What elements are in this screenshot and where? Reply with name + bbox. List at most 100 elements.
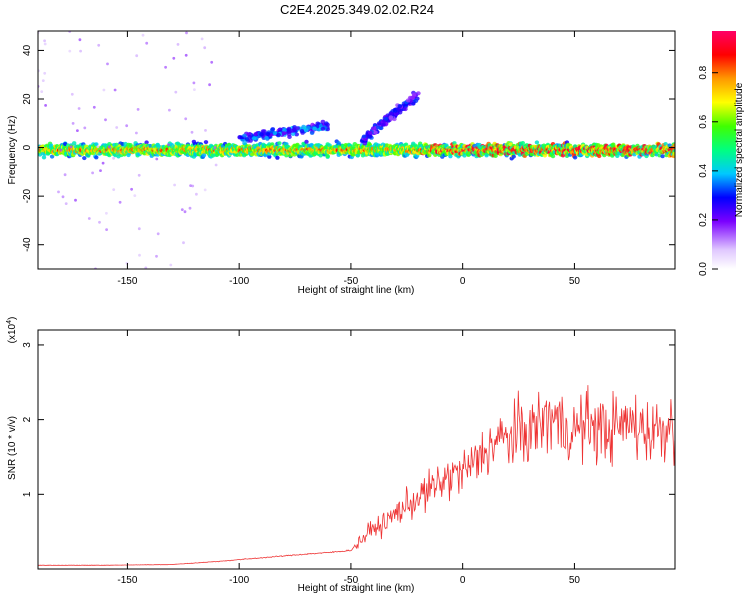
spectrogram-noise-cell bbox=[184, 53, 188, 57]
spectrogram-noise-cell bbox=[188, 206, 192, 210]
colorbar: 0.0 0.2 0.4 0.6 0.8 Normalized spectral ampl… bbox=[698, 31, 745, 276]
snr-y-axis-label: SNR (10 * v/v) bbox=[7, 416, 18, 480]
y-tick-label: 40 bbox=[22, 44, 33, 56]
spectrogram-branch-cell bbox=[265, 132, 271, 137]
spectrogram-cell bbox=[94, 155, 99, 160]
spectrogram-branch-cell bbox=[247, 135, 252, 139]
spectrogram-branch-cell bbox=[411, 101, 416, 106]
spectrogram-noise-cell bbox=[99, 169, 102, 173]
spectrogram-noise-cell bbox=[144, 266, 148, 269]
spectrogram-branch-cell bbox=[252, 136, 257, 141]
spectrogram-cell bbox=[144, 140, 149, 145]
snr-y-scale-prefix: (x10 bbox=[7, 323, 18, 343]
spectrogram-noise-cell bbox=[203, 188, 207, 192]
spectrogram-noise-cell bbox=[71, 122, 75, 125]
spectrogram-noise-cell bbox=[68, 49, 72, 53]
snr-y-ticks: 1 2 3 bbox=[22, 342, 675, 497]
spectrogram-branch-cell bbox=[299, 129, 305, 134]
spectrogram-noise-cell bbox=[101, 161, 105, 165]
figure-title: C2E4.2025.349.02.02.R24 bbox=[280, 2, 434, 17]
spectrogram-noise-cell bbox=[43, 39, 46, 43]
spectrogram-cell bbox=[304, 139, 309, 144]
spectrogram-noise-cell bbox=[214, 163, 218, 167]
spectrogram-noise-cell bbox=[176, 43, 180, 46]
spectrogram-cell bbox=[201, 153, 207, 158]
spectrogram-branch-cell bbox=[248, 138, 253, 143]
spectrogram-branch-cell bbox=[281, 131, 287, 136]
y-tick-label: 2 bbox=[22, 416, 33, 422]
spectrogram-noise-cell bbox=[192, 81, 196, 85]
spectrogram-cell bbox=[203, 140, 209, 145]
spectrogram-noise-cell bbox=[167, 143, 170, 147]
spectrogram-cell bbox=[542, 153, 548, 158]
x-tick-label: 0 bbox=[460, 276, 466, 287]
spectrogram-branch-cell bbox=[304, 128, 309, 133]
spectrogram-branch-cell bbox=[320, 119, 326, 124]
spectrogram-noise-cell bbox=[164, 65, 168, 69]
spectrogram-noise-cell bbox=[70, 92, 74, 96]
spectrogram-noise-cell bbox=[91, 171, 94, 175]
spectrogram-noise-cell bbox=[106, 62, 109, 66]
spectrogram-branch-cell bbox=[383, 116, 389, 121]
spectrogram-noise-cell bbox=[208, 83, 212, 87]
spectrogram-noise-cell bbox=[182, 241, 185, 245]
spectrogram-branch-cell bbox=[389, 116, 394, 121]
spectrogram-noise-cell bbox=[74, 198, 77, 202]
spectrogram-noise-cell bbox=[168, 108, 171, 112]
spectrogram-cell bbox=[325, 154, 330, 159]
colorbar-ticks: 0.0 0.2 0.4 0.6 0.8 bbox=[698, 65, 718, 276]
spectrogram-cell bbox=[270, 142, 275, 147]
x-tick-label: -100 bbox=[229, 575, 249, 586]
snr-y-scale-exponent: 4 bbox=[6, 320, 13, 324]
spectrogram-noise-cell bbox=[113, 88, 117, 92]
spectrogram-branch-cell bbox=[312, 126, 318, 131]
spectrogram-branch-cell bbox=[405, 98, 411, 103]
spectrogram-y-axis-label: Frequency (Hz) bbox=[7, 116, 18, 185]
snr-background bbox=[38, 330, 675, 569]
spectrogram-branch-cell bbox=[276, 132, 281, 137]
spectrogram-noise-cell bbox=[133, 194, 137, 198]
spectrogram-cell bbox=[114, 142, 119, 147]
colorbar-tick-label: 0.8 bbox=[698, 65, 709, 79]
x-tick-label: -50 bbox=[344, 276, 359, 287]
colorbar-gradient bbox=[712, 31, 736, 269]
spectrogram-noise-cell bbox=[137, 173, 141, 177]
spectrogram-branch-cell bbox=[373, 130, 378, 135]
spectrogram-branch-cell bbox=[367, 130, 373, 135]
spectrogram-branch-cell bbox=[242, 141, 247, 146]
spectrogram-noise-cell bbox=[136, 108, 140, 111]
spectrogram-branch-cell bbox=[416, 91, 421, 96]
spectrogram-noise-cell bbox=[77, 107, 81, 110]
spectrogram-noise-cell bbox=[61, 195, 65, 199]
spectrogram-noise-cell bbox=[97, 43, 101, 47]
spectrogram-branch-cell bbox=[242, 133, 247, 138]
y-tick-label: 3 bbox=[22, 342, 33, 348]
spectrogram-noise-cell bbox=[40, 90, 44, 93]
spectrogram-noise-cell bbox=[190, 130, 194, 134]
colorbar-tick-label: 0.2 bbox=[698, 213, 709, 227]
spectrogram-noise-cell bbox=[105, 228, 108, 232]
spectrogram-noise-cell bbox=[96, 145, 100, 149]
spectrogram-cell bbox=[277, 141, 282, 146]
spectrogram-noise-cell bbox=[44, 104, 47, 107]
spectrogram-branch-cell bbox=[410, 95, 415, 100]
spectrogram-noise-cell bbox=[112, 156, 115, 160]
spectrogram-noise-cell bbox=[125, 124, 129, 128]
spectrogram-noise-cell bbox=[135, 131, 138, 135]
spectrogram-branch-cell bbox=[388, 111, 394, 116]
spectrogram-panel: -150 -100 -50 0 50 -40 -20 0 20 40 Height of str… bbox=[7, 30, 676, 296]
spectrogram-noise-cell bbox=[180, 208, 184, 212]
spectrogram-cell bbox=[550, 154, 556, 159]
spectrogram-branch-cell bbox=[362, 141, 368, 146]
x-tick-label: -150 bbox=[117, 575, 137, 586]
y-tick-label: -40 bbox=[22, 237, 33, 252]
spectrogram-noise-cell bbox=[185, 31, 188, 35]
y-tick-label: 1 bbox=[22, 491, 33, 497]
spectrogram-noise-cell bbox=[183, 210, 187, 214]
spectrogram-cell bbox=[94, 142, 99, 147]
spectrogram-branch-cell bbox=[320, 126, 326, 131]
spectrogram-branch-cell bbox=[413, 99, 419, 103]
spectrogram-noise-cell bbox=[155, 157, 159, 161]
spectrogram-noise-cell bbox=[59, 148, 63, 152]
spectrogram-noise-cell bbox=[169, 263, 173, 267]
